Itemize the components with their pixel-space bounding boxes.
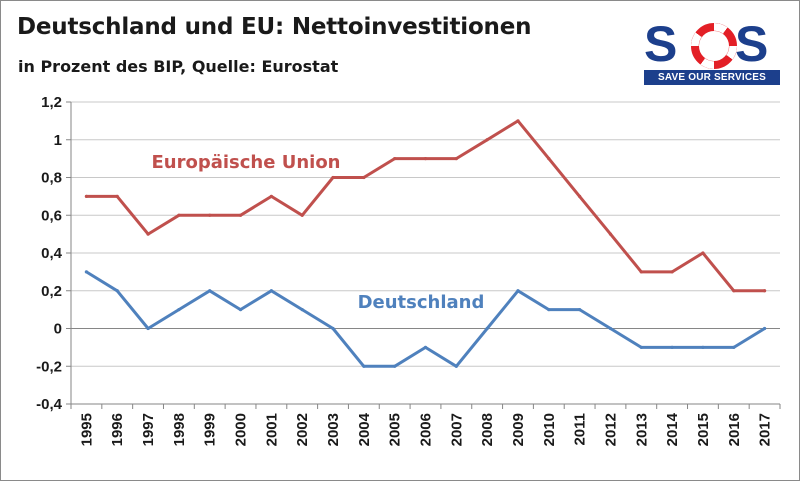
data-point [701,345,705,349]
data-point [732,289,736,293]
x-tick-label: 1997 [140,413,157,446]
data-point [331,175,335,180]
series-label-eu: Europäische Union [151,152,340,173]
series-line-deutschland [84,270,767,368]
y-tick-label: 0,4 [41,245,63,262]
data-point [762,326,767,331]
data-point [208,289,212,293]
x-tick-label: 2017 [757,413,774,446]
x-tick-label: 2006 [418,413,435,446]
x-tick-label: 2003 [325,413,342,446]
data-point [454,157,458,161]
x-tick-label: 2002 [294,413,311,446]
data-point [578,308,582,312]
y-tick-label: 0 [54,321,62,338]
data-point [300,213,304,217]
x-tick-label: 2009 [510,413,527,446]
series-labels: Europäische Union Deutschland [151,152,484,313]
x-tick-label: 2004 [356,412,373,446]
x-tick-label: 1998 [171,413,188,446]
data-point [146,326,150,331]
data-point [454,364,458,368]
x-tick-label: 2016 [726,413,743,446]
data-point [393,364,397,368]
data-point [300,308,304,312]
data-point [423,157,428,161]
data-point [608,326,613,331]
x-tick-label: 2010 [541,413,558,446]
y-tick-label: 0,8 [41,170,62,187]
y-tick-labels: -0,4 -0,2 0 0,2 0,4 0,6 0,8 1 1,2 [36,94,63,413]
x-tick-label: 1995 [78,413,95,446]
data-point [516,119,520,123]
sos-logo: S S SAVE OUR SERVICES [644,19,780,85]
data-point [177,308,181,312]
x-tick-label: 1999 [202,413,219,446]
data-point [670,270,674,274]
data-point [362,364,366,368]
x-tick-label: 2015 [695,413,712,446]
axes [66,101,781,409]
data-point [423,345,428,349]
x-tick-label: 2013 [633,413,650,446]
data-point [578,194,582,198]
series-label-deutschland: Deutschland [358,292,485,313]
data-point [238,308,243,312]
x-tick-label: 2012 [602,413,619,446]
data-point [115,194,119,198]
data-point [269,194,273,198]
data-point [269,289,273,293]
data-point [393,157,397,161]
y-tick-label: -0,4 [36,396,63,413]
data-point [670,345,674,349]
x-tick-label: 2005 [387,413,404,446]
data-point [146,232,150,236]
data-point [115,289,119,293]
data-point [516,289,520,293]
life-ring-icon [691,23,737,69]
data-point [238,213,243,217]
data-point [732,345,736,349]
x-tick-label: 2011 [572,413,589,446]
x-tick-labels: 1995 1996 1997 1998 1999 2000 2001 2002 2003 2004… [78,412,773,446]
y-tick-label: 1 [54,132,62,149]
gridlines [71,101,780,405]
x-tick-label: 2007 [448,413,465,446]
data-point [362,175,366,180]
data-point [485,138,489,142]
data-point [762,289,767,293]
data-point [608,232,613,236]
chart-subtitle: in Prozent des BIP, Quelle: Eurostat [18,57,339,76]
data-point [208,213,212,217]
data-point [84,270,89,274]
chart-title: Deutschland und EU: Nettoinvestitionen [17,14,532,40]
x-tick-label: 2001 [263,413,280,446]
data-point [639,345,643,349]
y-tick-label: -0,2 [36,358,62,375]
data-point [547,308,551,312]
series-lines [84,119,767,368]
data-point [331,326,335,331]
data-point [84,194,89,198]
y-tick-label: 1,2 [41,94,62,111]
sos-logo-tagline: SAVE OUR SERVICES [644,70,780,85]
x-tick-label: 1996 [109,413,126,446]
data-point [639,270,643,274]
series-line-eu [84,119,767,293]
data-point [547,157,551,161]
y-tick-label: 0,2 [41,283,62,300]
x-tick-label: 2014 [664,412,681,446]
x-tick-label: 2000 [233,413,250,446]
y-tick-label: 0,6 [41,207,62,224]
data-point [177,213,181,217]
x-tick-label: 2008 [479,413,496,446]
data-point [701,251,705,255]
data-point [485,326,489,331]
